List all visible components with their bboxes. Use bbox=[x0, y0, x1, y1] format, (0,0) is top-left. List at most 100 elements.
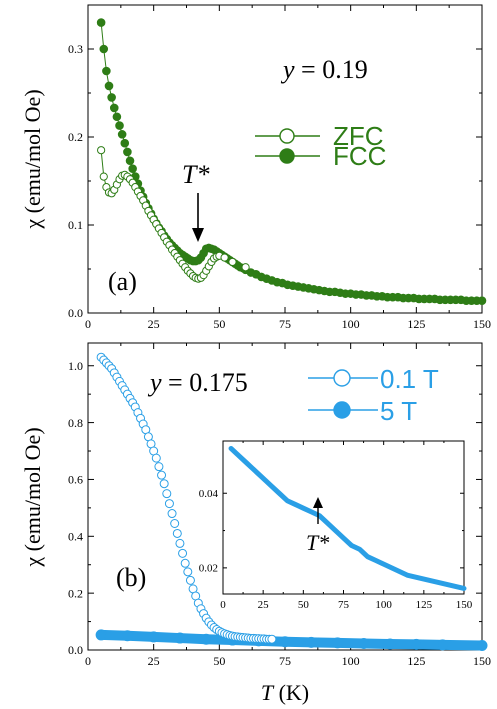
5t-point bbox=[476, 639, 488, 651]
panel-a-xtick-label: 0 bbox=[85, 317, 91, 331]
fcc-point bbox=[128, 164, 137, 173]
legend-fcc: FCC bbox=[255, 141, 386, 171]
panel-b-label: (b) bbox=[116, 563, 146, 592]
inset-xtick-label: 75 bbox=[338, 599, 350, 611]
5t-point bbox=[410, 638, 422, 650]
5t-point bbox=[437, 639, 449, 651]
01t-point bbox=[178, 548, 188, 558]
panel-a-xtick-label: 75 bbox=[279, 317, 291, 331]
tstar-label-inset: T* bbox=[306, 530, 329, 555]
fcc-point bbox=[120, 138, 130, 148]
tstar-arrow-a bbox=[192, 193, 204, 242]
01t-point bbox=[172, 528, 182, 538]
panel-b: 0 25 50 75 100 125 150 0.0 0.2 0.4 0.6 0.8 1.0 χ (em… bbox=[20, 342, 491, 705]
legend-zfc-label: ZFC bbox=[333, 121, 384, 151]
legend-fcc-label: FCC bbox=[333, 141, 386, 171]
panel-a-annotation: y = 0.19 bbox=[280, 55, 368, 84]
fcc-point bbox=[96, 18, 106, 27]
panel-b-xlabel: T (K) bbox=[261, 680, 309, 705]
panel-a-xtick-label: 150 bbox=[473, 317, 491, 331]
panel-a-label: (a) bbox=[108, 267, 137, 296]
fcc-point bbox=[123, 147, 132, 157]
panel-b-xtick-label: 50 bbox=[213, 654, 225, 668]
01t-point bbox=[180, 558, 190, 568]
panel-b-xtick-label: 150 bbox=[473, 654, 491, 668]
01t-point bbox=[159, 479, 169, 489]
inset-frame bbox=[222, 440, 465, 595]
panel-b-ytick-label: 0.8 bbox=[68, 416, 83, 430]
fcc-point bbox=[102, 66, 111, 76]
zfc-point bbox=[220, 253, 229, 262]
5t-point bbox=[95, 629, 107, 641]
panel-a-xtick-label: 50 bbox=[213, 317, 225, 331]
tstar-arrow-inset bbox=[313, 497, 323, 524]
inset-xtick-label: 0 bbox=[220, 599, 226, 611]
panel-a-series bbox=[96, 18, 487, 305]
inset-xtick-label: 125 bbox=[416, 599, 433, 611]
01t-point bbox=[162, 489, 172, 499]
01t-point bbox=[185, 575, 195, 585]
inset-xtick-label: 50 bbox=[298, 599, 310, 611]
panel-b-xtick-label: 125 bbox=[407, 654, 425, 668]
inset-ytick-label: 0.04 bbox=[199, 488, 219, 500]
fcc-point bbox=[99, 44, 109, 54]
panel-b-legend: 0.1 T 5 T bbox=[308, 364, 439, 426]
panel-b-ytick-label: 0.2 bbox=[68, 586, 83, 600]
tstar-label-a: T* bbox=[182, 160, 209, 189]
panel-a-legend: ZFC FCC bbox=[255, 121, 386, 171]
5t-point bbox=[384, 638, 396, 650]
panel-a-ytick-label: 0.0 bbox=[68, 306, 83, 320]
01t-point bbox=[267, 634, 277, 644]
5t-point bbox=[332, 637, 344, 649]
panel-b-ytick-label: 0.4 bbox=[68, 529, 83, 543]
01t-point bbox=[183, 567, 193, 577]
fcc-point bbox=[117, 130, 127, 139]
legend-5t-marker bbox=[333, 401, 351, 419]
fcc-point bbox=[109, 103, 119, 113]
zfc-point bbox=[99, 172, 108, 181]
panel-b-ytick-label: 1.0 bbox=[68, 359, 83, 373]
inset-xtick-label: 25 bbox=[258, 599, 270, 611]
legend-01t-marker bbox=[333, 369, 351, 387]
5t-point bbox=[121, 630, 133, 642]
legend-01t: 0.1 T bbox=[308, 364, 439, 394]
01t-point bbox=[167, 509, 177, 519]
legend-zfc: ZFC bbox=[255, 121, 384, 151]
5t-point bbox=[174, 632, 186, 644]
legend-zfc-marker bbox=[279, 128, 295, 144]
fcc-point bbox=[125, 156, 135, 166]
panel-b-annotation: y = 0.175 bbox=[147, 368, 248, 397]
01t-point bbox=[157, 470, 167, 480]
zfc-point bbox=[241, 263, 250, 272]
panel-a-ytick-label: 0.3 bbox=[68, 42, 83, 56]
panel-a-ytick-label: 0.1 bbox=[68, 218, 83, 232]
panel-a-ylabel: χ (emu/mol Oe) bbox=[20, 89, 45, 229]
panel-b-ytick-label: 0.6 bbox=[68, 473, 83, 487]
01t-point bbox=[154, 462, 164, 472]
panel-a-xtick-label: 125 bbox=[407, 317, 425, 331]
01t-point bbox=[175, 538, 185, 548]
inset-axes: 0 25 50 75 100 125 150 0.02 0.04 bbox=[199, 441, 473, 611]
01t-point bbox=[151, 453, 161, 463]
inset-series bbox=[228, 445, 467, 591]
fcc-point bbox=[112, 112, 122, 122]
panel-a-ytick-label: 0.2 bbox=[68, 130, 83, 144]
panel-a-axes: 0 25 50 75 100 125 150 0.0 0.1 0.2 0.3 bbox=[68, 5, 491, 331]
panel-b-series bbox=[95, 352, 488, 651]
panel-b-xtick-label: 0 bbox=[85, 654, 91, 668]
legend-01t-label: 0.1 T bbox=[380, 364, 439, 394]
zfc-point bbox=[97, 146, 106, 155]
panel-b-xtick-label: 75 bbox=[279, 654, 291, 668]
inset-xtick-label: 150 bbox=[456, 599, 473, 611]
legend-fcc-marker bbox=[279, 148, 295, 164]
fcc-point bbox=[115, 121, 124, 130]
fcc-point bbox=[477, 296, 487, 305]
5t-point bbox=[279, 636, 291, 648]
inset-plot: 0 25 50 75 100 125 150 0.02 0.04 T* bbox=[199, 440, 473, 611]
fcc-point bbox=[104, 81, 114, 91]
panel-b-ytick-label: 0.0 bbox=[68, 643, 83, 657]
01t-point bbox=[164, 499, 174, 509]
legend-5t: 5 T bbox=[308, 396, 417, 426]
5t-point bbox=[148, 631, 160, 643]
fcc-point bbox=[107, 93, 116, 102]
